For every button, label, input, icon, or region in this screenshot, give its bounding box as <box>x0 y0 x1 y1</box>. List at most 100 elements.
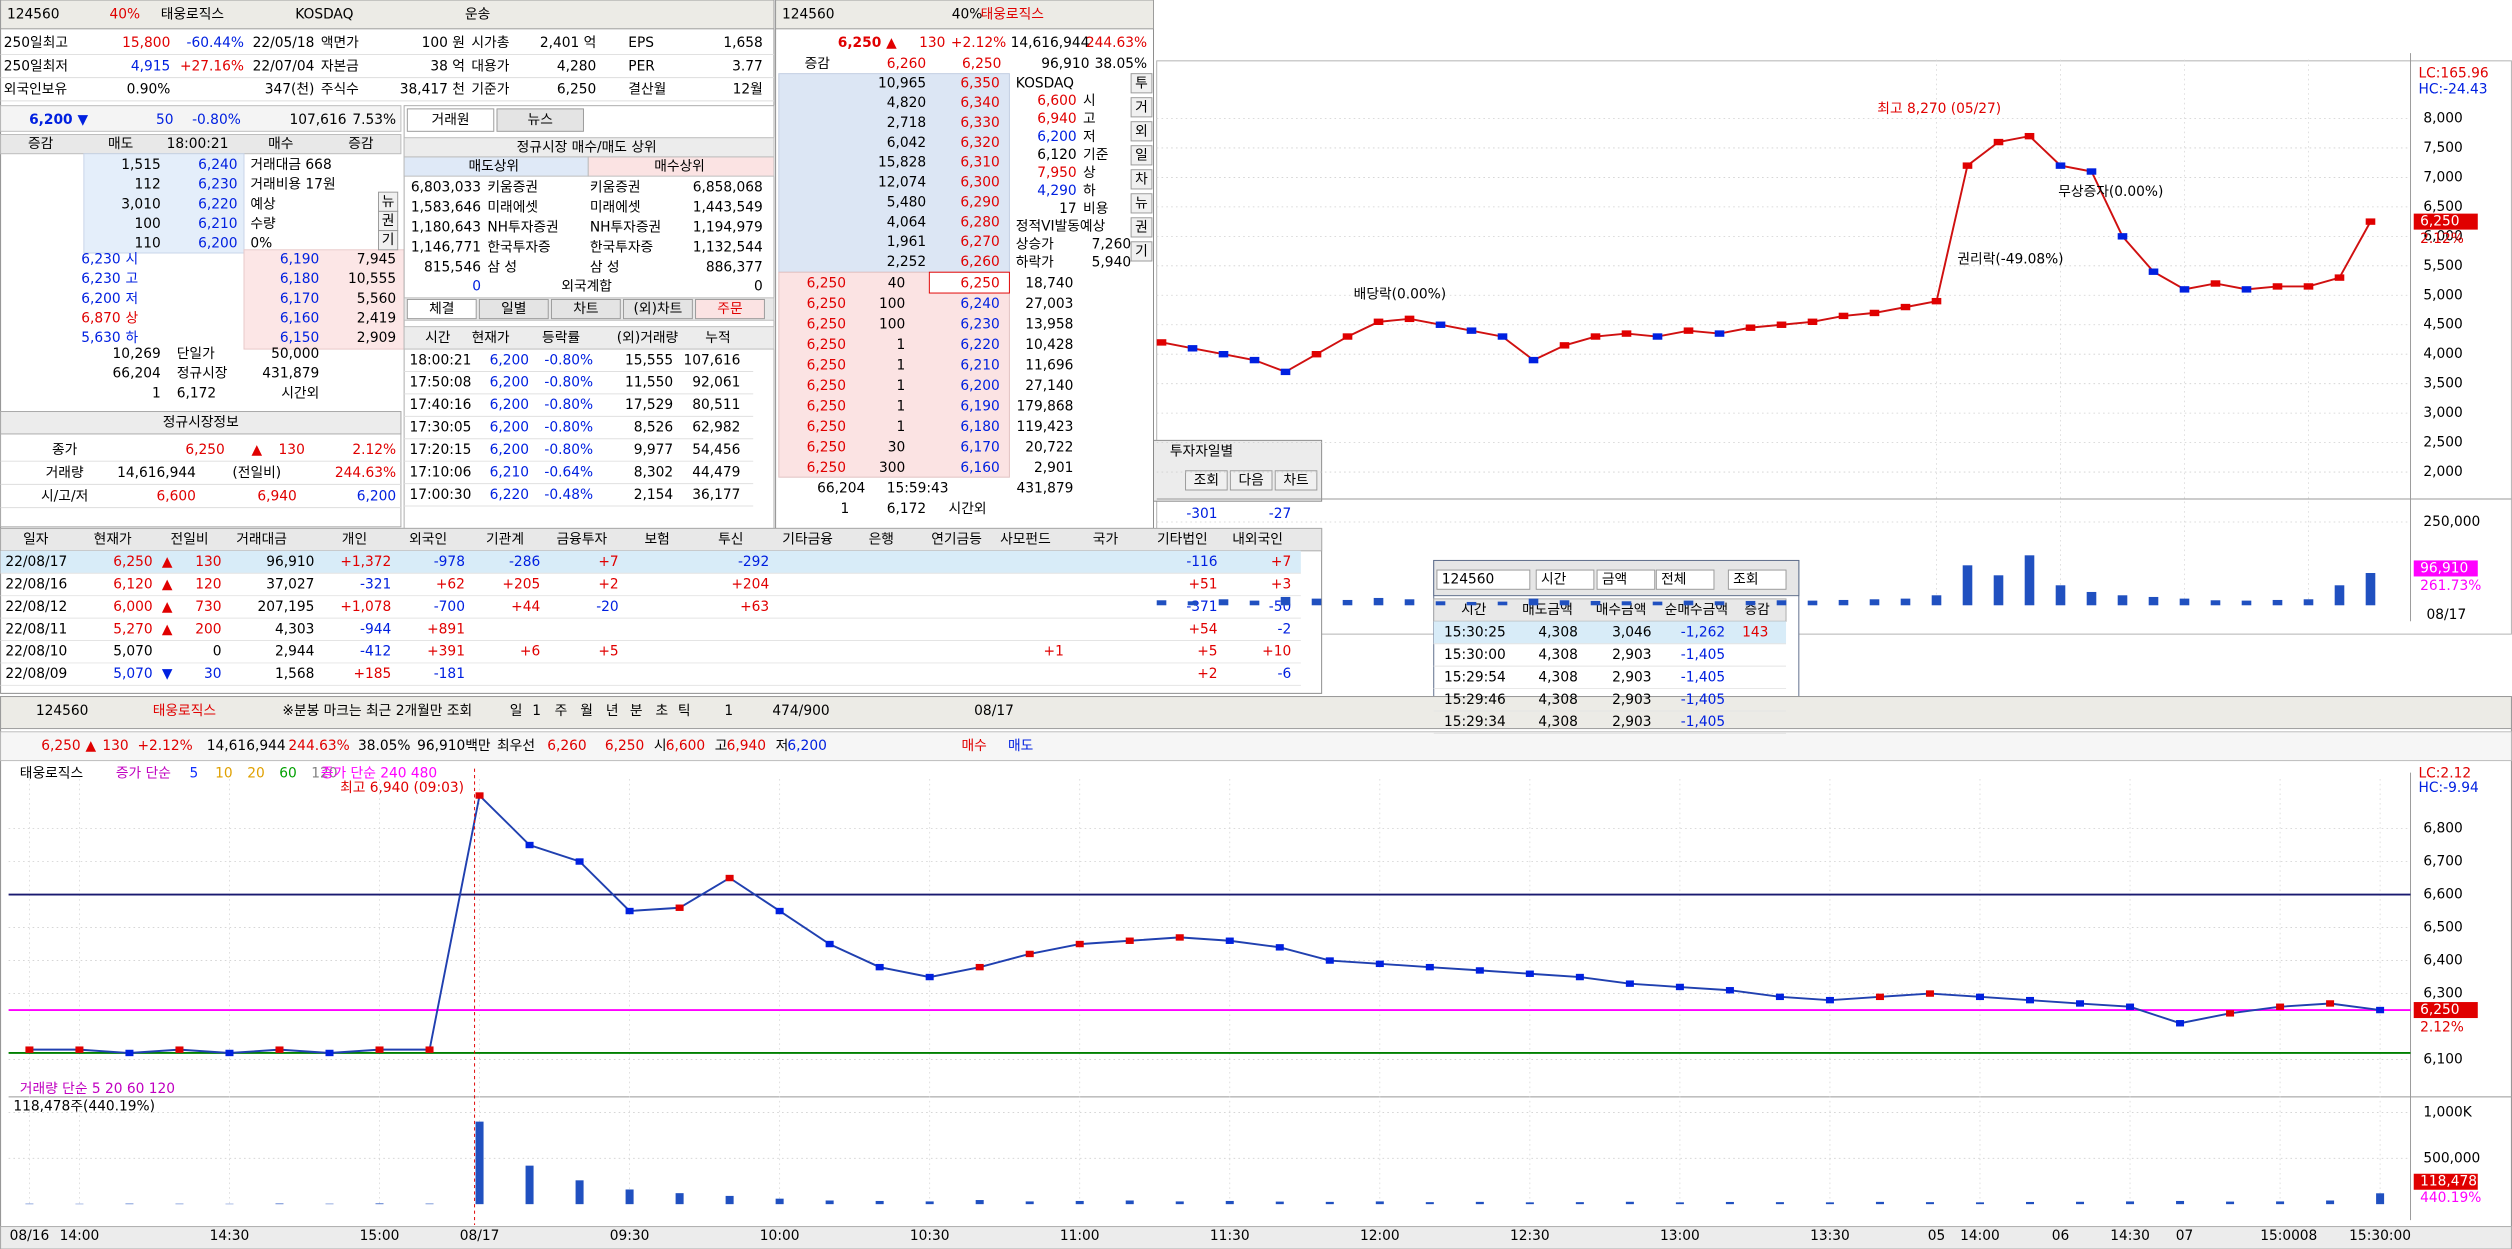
order-bid-cell: 6,220 <box>960 337 999 353</box>
toolbar-text[interactable]: 1 <box>532 703 541 719</box>
toolbar-text[interactable]: 1 <box>724 703 733 719</box>
side-button[interactable]: 권 <box>382 213 395 229</box>
side-button[interactable]: 기 <box>1135 243 1148 259</box>
tab[interactable]: 일별 <box>501 301 526 317</box>
bid-cell: 6,180 <box>280 271 319 287</box>
toolbar-field[interactable] <box>1535 569 1595 590</box>
toolbar-field[interactable] <box>1596 569 1656 590</box>
tab[interactable]: 차트 <box>573 301 598 317</box>
side-button-bg[interactable] <box>1130 241 1153 262</box>
toolbar-text[interactable]: 분 <box>630 703 643 719</box>
tab[interactable]: 거래원 <box>432 112 470 128</box>
toolbar-text[interactable]: 초 <box>656 703 669 719</box>
order-bid-cell: 1 <box>897 357 906 373</box>
info-cell: 38 억 <box>430 58 465 74</box>
price-row-cell: 6,200 <box>29 112 73 128</box>
volume-bar <box>1275 1201 1284 1205</box>
side-button[interactable]: 뉴 <box>1135 195 1148 211</box>
tab[interactable]: 주문 <box>717 301 742 317</box>
button[interactable]: 다음 <box>1239 472 1264 488</box>
window-title: 투자자일별 <box>1170 444 1233 460</box>
info-cell: 외국인보유 <box>4 82 67 98</box>
tab[interactable]: (외)차트 <box>634 301 683 317</box>
toolbar-text[interactable]: 월 <box>580 703 593 719</box>
toolbar-text[interactable]: 474/900 <box>772 703 829 719</box>
side-button[interactable]: 차 <box>1135 171 1148 187</box>
side-button-bg[interactable] <box>1130 121 1153 142</box>
volume-bar <box>525 1165 534 1205</box>
investor-cell: ▲ <box>162 599 173 615</box>
ask-cell: 6,240 <box>198 157 237 173</box>
trade-cell: 6,220 <box>490 487 529 503</box>
broker-cell: 815,546 <box>424 259 481 275</box>
bid-cell: 저 <box>125 291 138 307</box>
tab-bg[interactable] <box>478 298 549 320</box>
tab-bg[interactable] <box>550 298 621 320</box>
button[interactable]: 조회 <box>1194 472 1219 488</box>
quote-cell: 6,250 <box>605 738 644 754</box>
tab-bg[interactable] <box>496 108 584 132</box>
side-button-bg[interactable] <box>1130 193 1153 214</box>
market-info-cell: 거래량 <box>46 465 84 481</box>
toolbar-field[interactable] <box>1727 569 1787 590</box>
toolbar-text[interactable]: 태웅로직스 <box>153 703 216 719</box>
ask-cell: 6,210 <box>198 216 237 232</box>
side-button[interactable]: 투 <box>1135 75 1148 91</box>
candle <box>475 792 484 799</box>
toolbar-text[interactable]: 124560 <box>36 703 89 719</box>
tab[interactable]: 뉴스 <box>528 112 553 128</box>
tab-bg[interactable] <box>406 298 477 320</box>
info-cell: 자본금 <box>321 58 359 74</box>
tab-bg[interactable] <box>406 108 495 132</box>
candle <box>1838 312 1849 320</box>
volume-bar <box>1652 601 1663 606</box>
toolbar-field[interactable] <box>1436 569 1531 590</box>
toolbar-text[interactable]: 시간 <box>1541 572 1567 588</box>
broker-cell: 0 <box>754 279 763 295</box>
side-button-bg[interactable] <box>1130 217 1153 238</box>
toolbar-text[interactable]: 금액 <box>1602 572 1627 588</box>
toolbar-field[interactable] <box>1655 569 1715 590</box>
side-button[interactable]: 권 <box>1135 219 1148 235</box>
investor-cell: -20 <box>596 599 618 615</box>
toolbar-text[interactable]: 전체 <box>1661 572 1686 588</box>
order-bid-cell: 6,250 <box>807 275 846 291</box>
button[interactable]: 차트 <box>1283 472 1308 488</box>
side-button[interactable]: 일 <box>1135 147 1148 163</box>
side-label: LC:165.96 <box>2419 66 2489 82</box>
order-sub-cell: 96,910 <box>1041 56 1089 72</box>
side-button-bg[interactable] <box>378 230 399 251</box>
bid-cell: 5,630 <box>81 330 120 346</box>
toolbar-text[interactable]: 년 <box>606 703 619 719</box>
side-button[interactable]: 외 <box>1135 123 1148 139</box>
toolbar-text[interactable]: 124560 <box>1442 572 1495 588</box>
tab-bg[interactable] <box>695 298 765 320</box>
side-button[interactable]: 거 <box>1135 99 1148 115</box>
side-button-bg[interactable] <box>1130 97 1153 118</box>
toolbar-text[interactable]: 틱 <box>678 703 691 719</box>
annotation: 최고 8,270 (05/27) <box>1877 101 2001 117</box>
button-bg[interactable] <box>1185 470 1228 491</box>
toolbar-text[interactable]: 조회 <box>1733 572 1758 588</box>
toolbar-text[interactable]: 주 <box>555 703 568 719</box>
side-button[interactable]: 기 <box>382 232 395 248</box>
candle <box>1775 993 1784 1001</box>
x-tick-label: 10:30 <box>910 1228 950 1244</box>
ask-cell: 6,230 <box>198 177 237 193</box>
tab-bg[interactable] <box>623 298 693 320</box>
side-label: 261.73% <box>2420 578 2481 594</box>
annotation: 권리락(-49.08%) <box>1957 251 2063 267</box>
side-button-bg[interactable] <box>1130 73 1153 94</box>
side-button-bg[interactable] <box>1130 145 1153 166</box>
side-button[interactable]: 뉴 <box>382 194 395 210</box>
button-bg[interactable] <box>1274 470 1318 491</box>
toolbar-text[interactable]: ※분봉 마크는 최근 2개월만 조회 <box>282 703 472 719</box>
button-bg[interactable] <box>1229 470 1273 491</box>
x-tick-label: 08/17 <box>2427 607 2467 623</box>
toolbar-text[interactable]: 08/17 <box>974 703 1014 719</box>
side-button-bg[interactable] <box>1130 169 1153 190</box>
toolbar-text[interactable]: 일 <box>510 703 523 719</box>
info-cell: 250일최저 <box>4 58 68 74</box>
tab[interactable]: 체결 <box>429 301 454 317</box>
volume-bar <box>725 1195 734 1205</box>
